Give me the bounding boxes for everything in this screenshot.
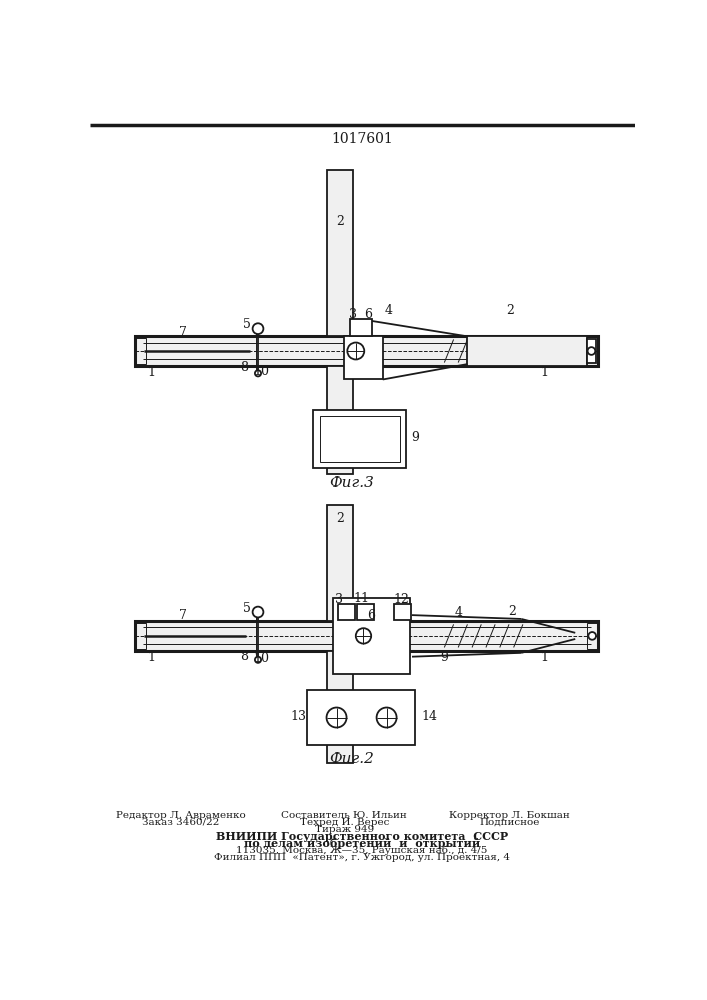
Bar xyxy=(356,604,373,620)
Text: Фиг.2: Фиг.2 xyxy=(329,752,375,766)
Bar xyxy=(135,621,598,651)
Circle shape xyxy=(356,628,371,644)
Bar xyxy=(308,690,415,745)
Bar xyxy=(333,598,409,674)
Bar xyxy=(395,604,411,620)
Bar xyxy=(327,170,354,336)
Text: 5: 5 xyxy=(243,602,251,615)
Text: 8: 8 xyxy=(240,361,248,374)
Circle shape xyxy=(327,708,346,728)
Bar xyxy=(327,505,354,621)
Text: 1: 1 xyxy=(540,366,549,379)
Text: Редактор Л. Авраменко: Редактор Л. Авраменко xyxy=(116,811,246,820)
Text: Филиал ППП  «Патент», г. Ужгород, ул. Проектная, 4: Филиал ППП «Патент», г. Ужгород, ул. Про… xyxy=(214,853,510,862)
Text: 3: 3 xyxy=(335,593,343,606)
Bar xyxy=(135,338,146,364)
Text: 3: 3 xyxy=(349,308,358,321)
Text: 14: 14 xyxy=(421,710,437,723)
Text: Корректор Л. Бокшан: Корректор Л. Бокшан xyxy=(450,811,570,820)
Text: 113035, Москва, Ж—35, Раушская наб., д. 4/5: 113035, Москва, Ж—35, Раушская наб., д. … xyxy=(236,846,488,855)
Bar xyxy=(327,366,354,474)
Bar xyxy=(587,339,596,363)
Text: Техред И. Верес: Техред И. Верес xyxy=(300,818,389,827)
Text: 6: 6 xyxy=(367,609,375,622)
Text: 7: 7 xyxy=(179,609,187,622)
Text: 13: 13 xyxy=(290,710,306,723)
Bar xyxy=(344,336,382,379)
Text: 1017601: 1017601 xyxy=(331,132,393,146)
Text: 2: 2 xyxy=(506,304,514,317)
Circle shape xyxy=(252,607,264,617)
Circle shape xyxy=(347,343,364,359)
Circle shape xyxy=(588,632,596,640)
Circle shape xyxy=(255,657,261,663)
Text: 7: 7 xyxy=(179,326,187,339)
Text: Тираж 949: Тираж 949 xyxy=(315,825,374,834)
Circle shape xyxy=(588,347,595,355)
Bar xyxy=(135,336,598,366)
Text: Заказ 3460/22: Заказ 3460/22 xyxy=(142,818,220,827)
Bar xyxy=(313,410,406,468)
Bar xyxy=(587,623,597,649)
Text: Фиг.3: Фиг.3 xyxy=(329,476,375,490)
Text: 2: 2 xyxy=(337,512,344,525)
Bar xyxy=(351,319,372,336)
Bar xyxy=(338,604,355,620)
Bar xyxy=(135,623,146,649)
Text: ВНИИПИ Государственного комитета  СССР: ВНИИПИ Государственного комитета СССР xyxy=(216,831,508,842)
Text: по делам изобретений  и  открытий: по делам изобретений и открытий xyxy=(244,838,480,849)
Text: 12: 12 xyxy=(393,593,409,606)
Text: 11: 11 xyxy=(354,592,369,605)
Circle shape xyxy=(377,708,397,728)
Text: 9: 9 xyxy=(411,431,419,444)
Circle shape xyxy=(252,323,264,334)
Text: 1: 1 xyxy=(148,366,156,379)
Text: 2: 2 xyxy=(337,215,344,228)
Text: 10: 10 xyxy=(253,652,269,666)
Circle shape xyxy=(255,370,261,376)
Text: Составитель Ю. Ильин: Составитель Ю. Ильин xyxy=(281,811,407,820)
Text: 10: 10 xyxy=(253,365,269,378)
Bar xyxy=(327,651,354,763)
Text: 4: 4 xyxy=(454,606,462,619)
Text: 1: 1 xyxy=(148,651,156,664)
Text: Подписное: Подписное xyxy=(479,818,540,827)
Text: 1: 1 xyxy=(540,651,549,664)
Text: 4: 4 xyxy=(385,304,393,317)
Text: 8: 8 xyxy=(240,650,248,663)
Text: 5: 5 xyxy=(243,318,251,331)
Text: 2: 2 xyxy=(508,605,516,618)
Bar xyxy=(320,416,399,462)
Text: 6: 6 xyxy=(364,308,372,321)
Text: 9: 9 xyxy=(440,651,448,664)
Bar xyxy=(467,336,587,366)
